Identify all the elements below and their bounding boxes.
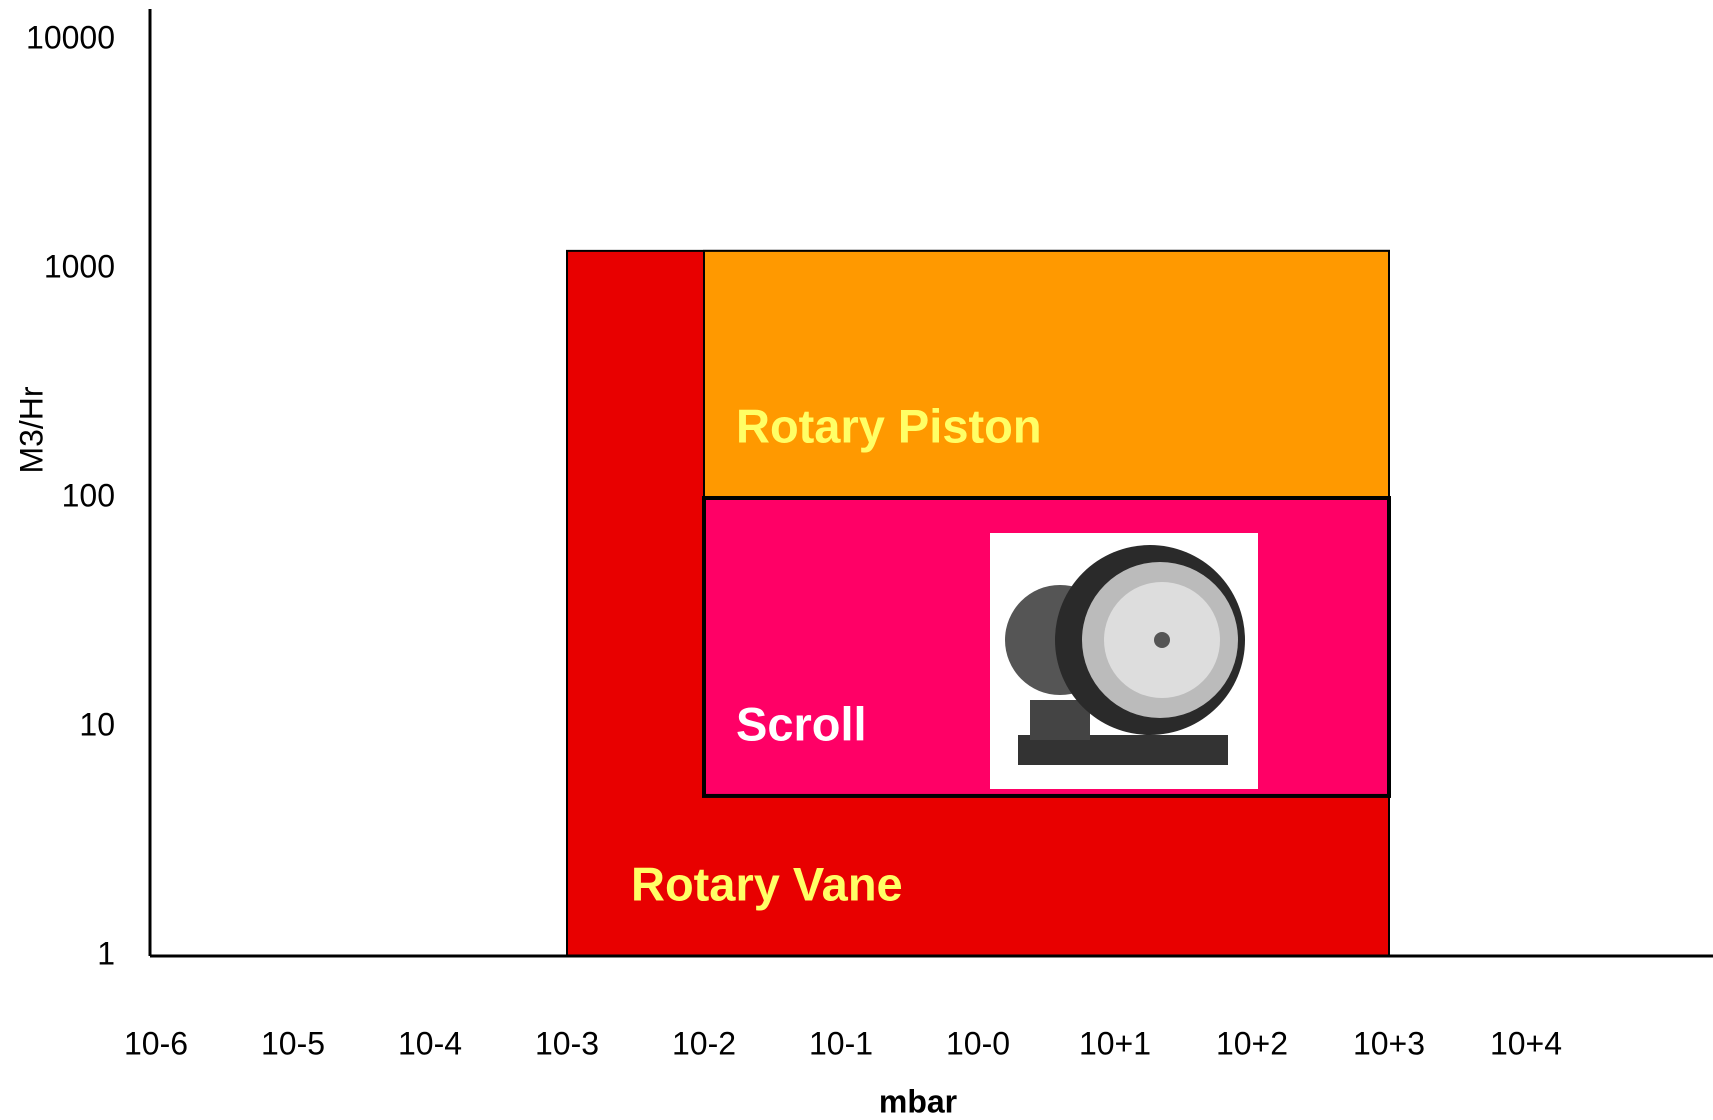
x-tick-label: 10+4 <box>1490 1025 1562 1061</box>
x-tick-label: 10+1 <box>1079 1025 1151 1061</box>
series-label: Rotary Piston <box>736 399 1042 452</box>
series-label: Scroll <box>736 697 867 750</box>
x-tick-label: 10-2 <box>672 1025 736 1061</box>
plot-area: Rotary Vane Rotary Piston Scroll <box>567 251 1389 956</box>
x-tick-label: 10-6 <box>124 1025 188 1061</box>
y-tick-label: 100 <box>62 477 115 513</box>
chart: Rotary Vane Rotary Piston Scroll 1 10 100 100… <box>0 0 1713 1120</box>
x-tick-label: 10-5 <box>261 1025 325 1061</box>
x-tick-label: 10-0 <box>946 1025 1010 1061</box>
y-tick-label: 10000 <box>26 19 115 55</box>
y-tick-label: 1000 <box>44 248 115 284</box>
y-tick-label: 1 <box>97 935 115 971</box>
range-box <box>704 251 1389 498</box>
x-tick-label: 10-3 <box>535 1025 599 1061</box>
x-tick-label: 10-4 <box>398 1025 462 1061</box>
y-axis-title: M3/Hr <box>13 386 49 473</box>
series-label: Rotary Vane <box>631 857 903 910</box>
y-tick-label: 10 <box>79 706 115 742</box>
pump-photo <box>990 533 1258 789</box>
x-axis-title: mbar <box>879 1083 957 1119</box>
x-tick-label: 10-1 <box>809 1025 873 1061</box>
x-tick-label: 10+3 <box>1353 1025 1425 1061</box>
x-tick-label: 10+2 <box>1216 1025 1288 1061</box>
